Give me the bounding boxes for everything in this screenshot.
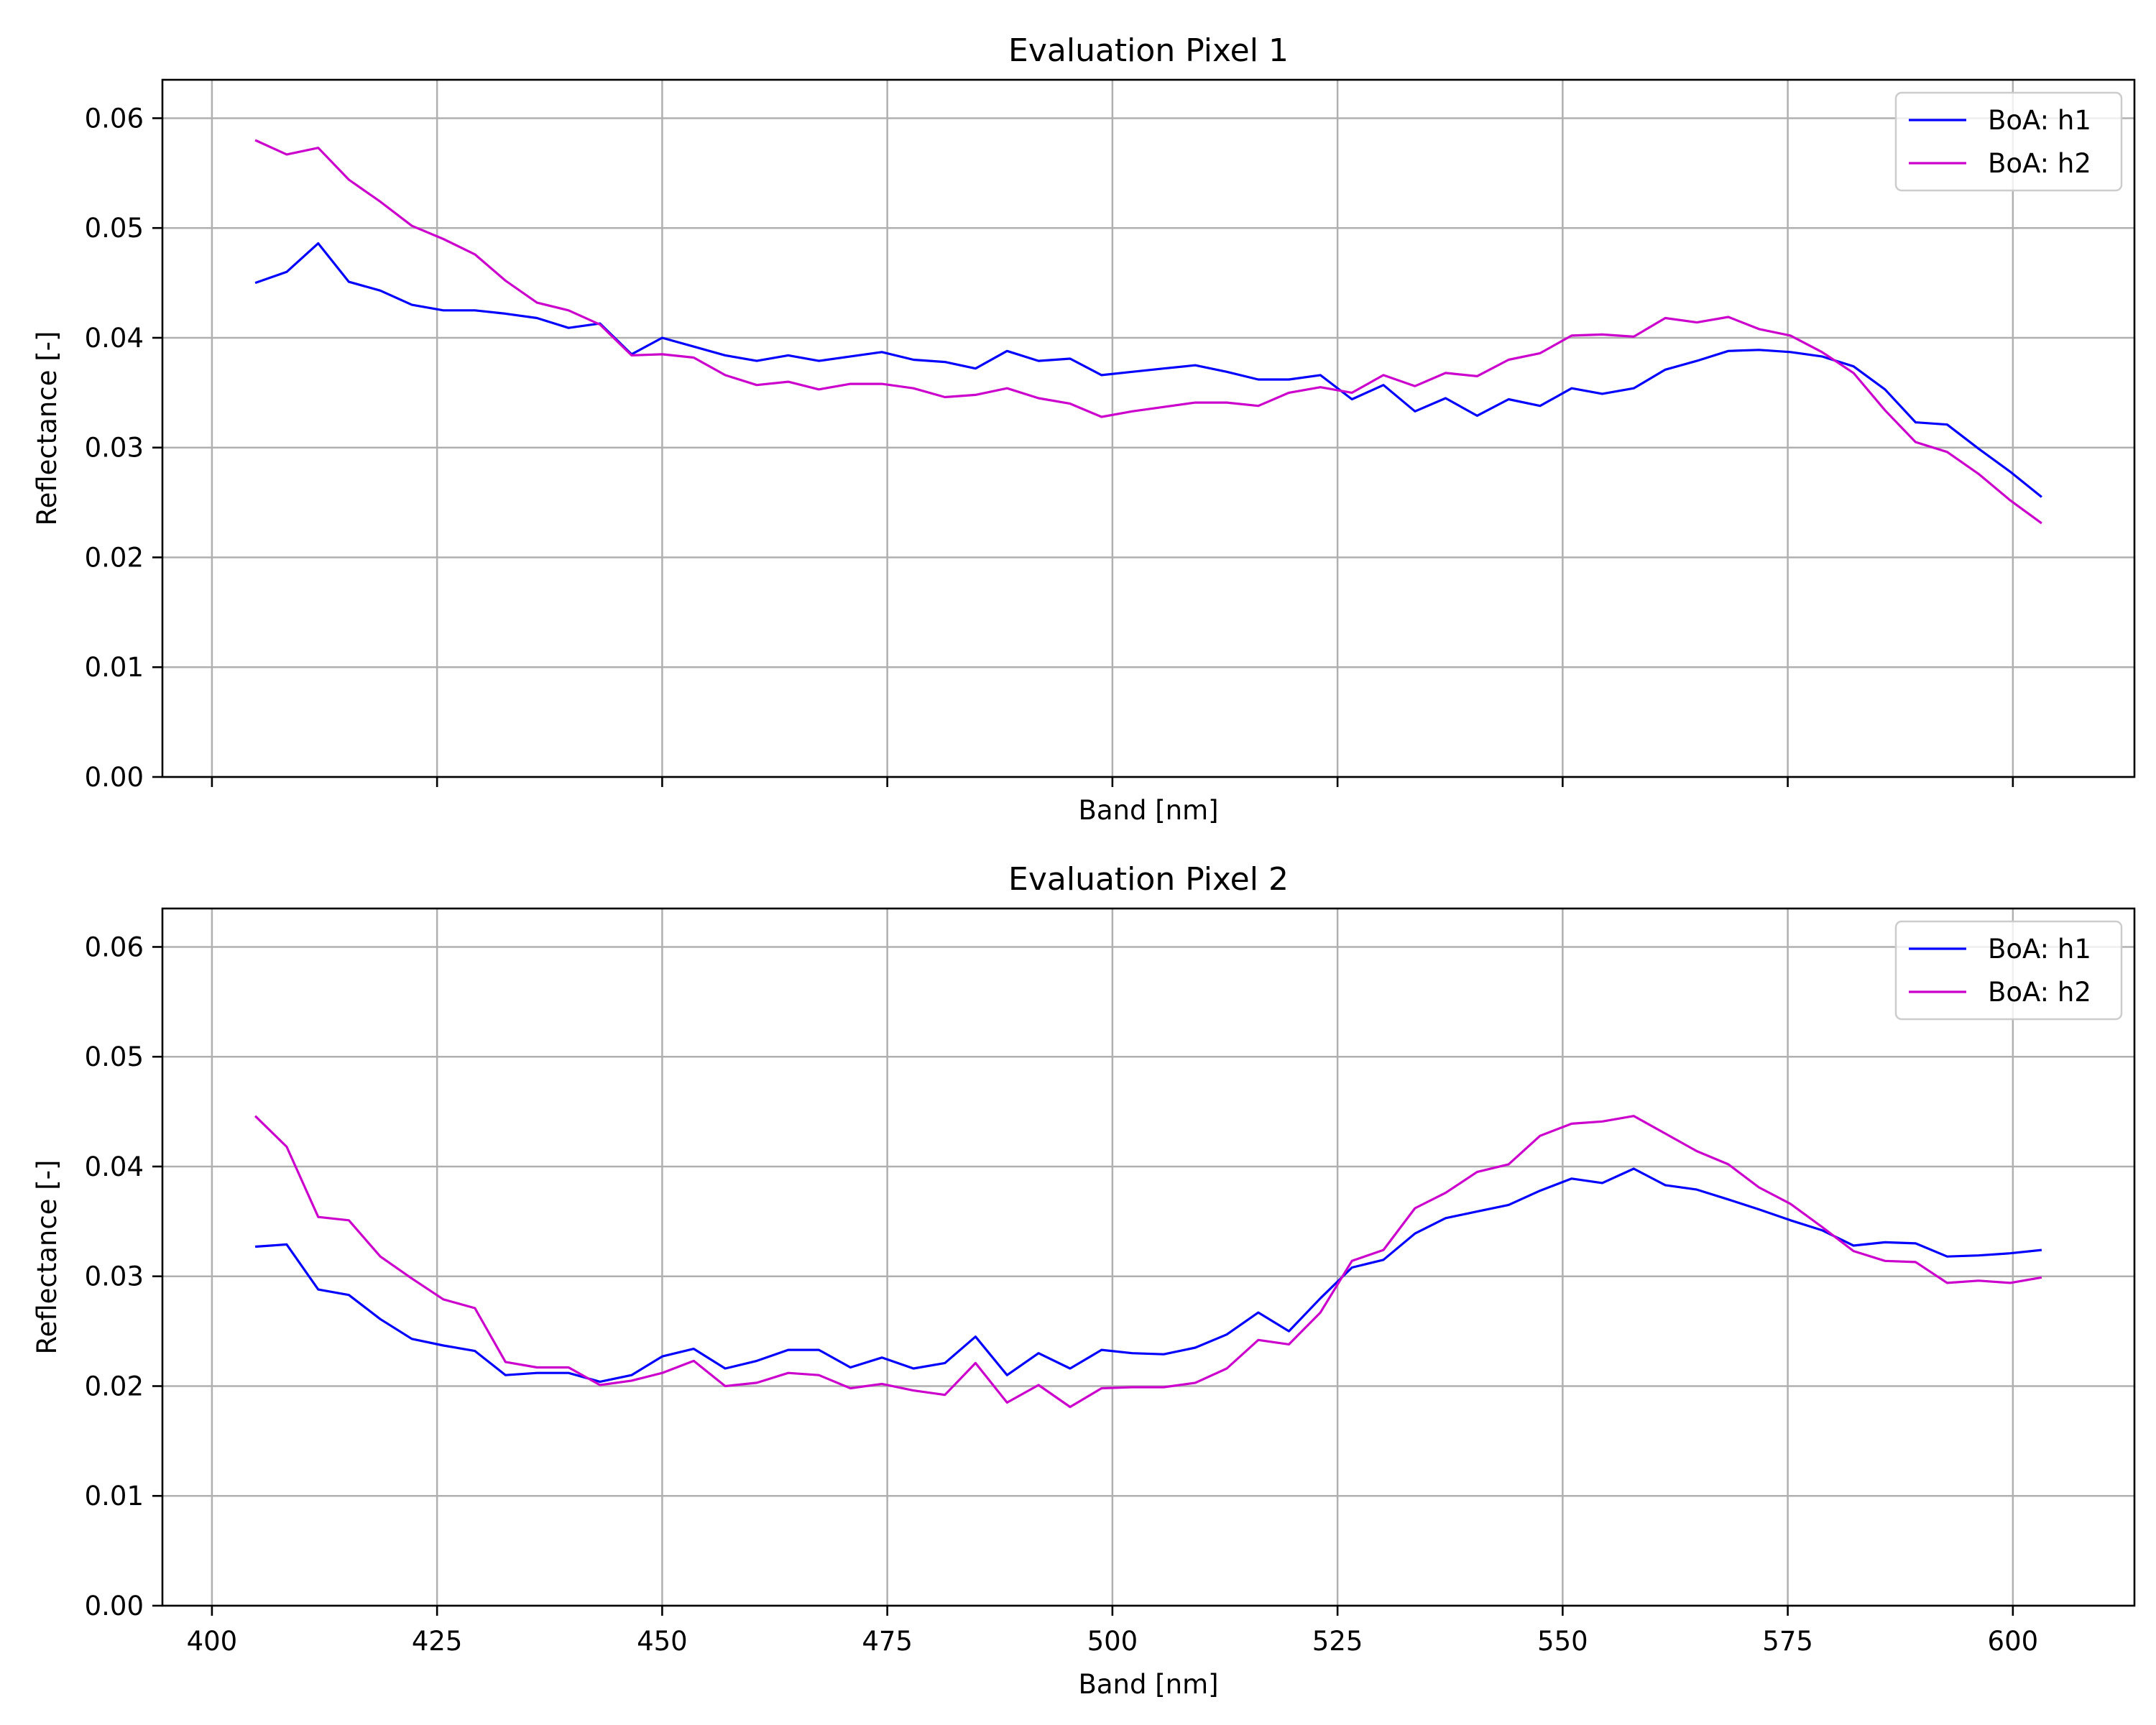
y-tick-label: 0.02 [85,1371,144,1402]
y-tick-label: 0.02 [85,542,144,573]
legend-label: BoA: h2 [1988,148,2091,179]
y-tick-label: 0.03 [85,1261,144,1292]
x-axis-label: Band [nm] [1078,795,1218,826]
y-tick-label: 0.04 [85,323,144,354]
y-axis-label: Reflectance [-] [32,331,63,526]
y-tick-label: 0.06 [85,103,144,134]
y-tick-label: 0.01 [85,652,144,683]
y-tick-label: 0.00 [85,1591,144,1622]
y-tick-label: 0.04 [85,1151,144,1182]
legend: BoA: h1 BoA: h2 [1894,91,2123,192]
x-tick-label: 575 [1762,1626,1813,1657]
y-tick-label: 0.03 [85,433,144,464]
legend-box [1894,91,2123,192]
axes-frame [161,78,2136,778]
series-line-boa-h1 [254,1167,2042,1384]
y-tick-label: 0.00 [85,762,144,793]
chart-panel-2: 0.00 0.01 0.02 0.03 0.04 0.05 0.06 400 425 450 475… [32,861,2136,1700]
series-line-boa-h2 [254,1115,2042,1409]
y-tick-label: 0.06 [85,932,144,962]
x-tick-label: 550 [1537,1626,1588,1657]
chart-title: Evaluation Pixel 1 [1008,32,1289,69]
axes-frame [161,907,2136,1607]
y-tick-label: 0.01 [85,1481,144,1512]
legend-label: BoA: h2 [1988,977,2091,1008]
x-tick-label: 425 [412,1626,463,1657]
y-axis-label: Reflectance [-] [32,1160,63,1355]
x-tick-label: 400 [187,1626,238,1657]
series-line-boa-h1 [254,242,2042,498]
legend-box [1894,920,2123,1021]
series-line-boa-h2 [254,139,2042,525]
x-axis-label: Band [nm] [1078,1669,1218,1700]
legend-label: BoA: h1 [1988,105,2091,136]
legend-label: BoA: h1 [1988,934,2091,965]
legend: BoA: h1 BoA: h2 [1894,920,2123,1021]
chart-title: Evaluation Pixel 2 [1008,861,1289,898]
x-tick-label: 525 [1312,1626,1363,1657]
y-tick-label: 0.05 [85,213,144,244]
y-tick-label: 0.05 [85,1041,144,1072]
chart-panel-1: 0.00 0.01 0.02 0.03 0.04 0.05 0.06 Evaluation P… [32,32,2136,826]
x-tick-label: 450 [637,1626,688,1657]
x-tick-label: 600 [1988,1626,2039,1657]
x-tick-label: 475 [862,1626,913,1657]
x-tick-label: 500 [1087,1626,1138,1657]
